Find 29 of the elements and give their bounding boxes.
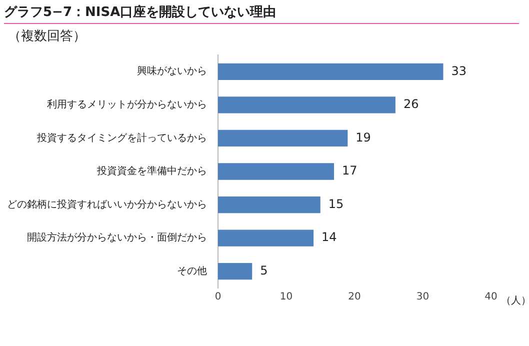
bar	[218, 63, 444, 80]
y-tick-label: その他	[177, 264, 207, 277]
y-tick-label: 利用するメリットが分からないから	[47, 98, 207, 111]
bar	[218, 96, 396, 114]
x-tick-label: 0	[214, 292, 222, 303]
y-tick-label: 開設方法が分からないから・面倒だから	[27, 232, 207, 244]
x-tick-label: 40	[484, 292, 498, 303]
y-tick-label: 投資するタイミングを計っているから	[36, 132, 207, 144]
y-tick-label: 興味がないから	[137, 65, 207, 78]
bar	[218, 230, 314, 246]
x-tick-label: 30	[416, 292, 430, 303]
data-label: 33	[451, 64, 467, 78]
data-label: 19	[356, 130, 371, 144]
bar	[218, 130, 348, 147]
text: （複数回答）	[8, 28, 86, 45]
bar	[218, 196, 320, 214]
bar	[218, 263, 252, 280]
chart-title: グラフ5−7：NISA口座を開設していない理由	[4, 3, 519, 24]
bar	[218, 163, 334, 180]
x-axis-title: （人）	[501, 296, 529, 307]
x-tick-label: 20	[348, 292, 361, 303]
y-tick-label: 投資資金を準備中だから	[96, 165, 207, 178]
data-label: 14	[322, 230, 337, 244]
y-tick-label: どの銘柄に投資すればいいか分からないから	[7, 198, 207, 210]
data-label: 5	[260, 263, 268, 278]
data-label: 26	[403, 97, 419, 112]
x-tick-label: 10	[280, 292, 293, 303]
data-label: 15	[328, 196, 344, 211]
data-label: 17	[342, 164, 358, 178]
